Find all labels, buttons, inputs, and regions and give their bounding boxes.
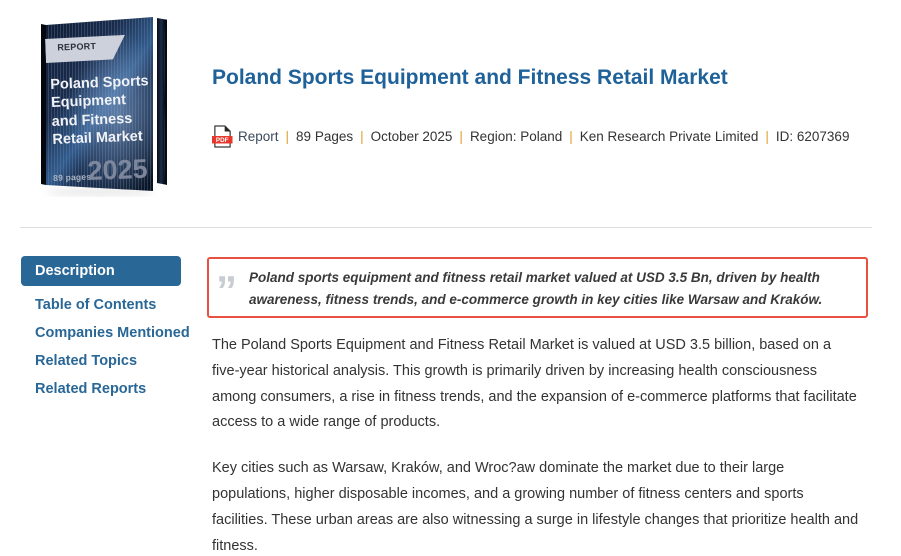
svg-text:PDF: PDF (216, 136, 229, 143)
